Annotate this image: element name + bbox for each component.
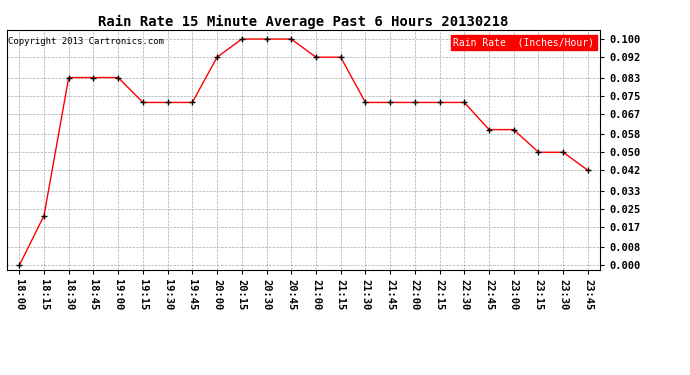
Text: Copyright 2013 Cartronics.com: Copyright 2013 Cartronics.com [8,37,164,46]
Text: Rain Rate  (Inches/Hour): Rain Rate (Inches/Hour) [453,37,594,47]
Title: Rain Rate 15 Minute Average Past 6 Hours 20130218: Rain Rate 15 Minute Average Past 6 Hours… [99,15,509,29]
